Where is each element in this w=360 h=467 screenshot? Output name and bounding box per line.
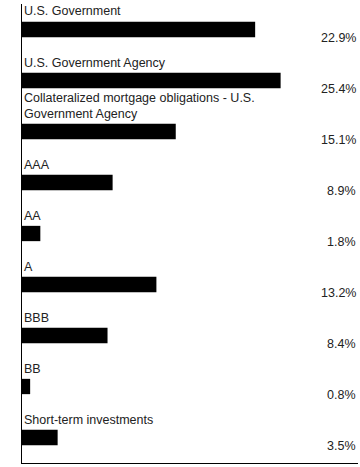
- svg-text:AA: AA: [24, 209, 41, 223]
- svg-text:BB: BB: [24, 362, 41, 376]
- svg-text:Collateralized mortgage obliga: Collateralized mortgage obligations - U.…: [24, 91, 255, 121]
- svg-text:8.9%: 8.9%: [327, 184, 356, 198]
- svg-text:Short-term investments: Short-term investments: [24, 413, 153, 427]
- svg-text:13.2%: 13.2%: [321, 286, 356, 300]
- svg-text:1.8%: 1.8%: [327, 235, 356, 249]
- svg-text:25.4%: 25.4%: [321, 82, 356, 96]
- svg-text:AAA: AAA: [24, 158, 50, 172]
- svg-text:8.4%: 8.4%: [327, 337, 356, 351]
- svg-text:3.5%: 3.5%: [327, 439, 356, 453]
- svg-text:0.8%: 0.8%: [327, 388, 356, 402]
- svg-text:BBB: BBB: [24, 311, 49, 325]
- svg-text:U.S. Government: U.S. Government: [24, 4, 121, 18]
- svg-text:15.1%: 15.1%: [321, 133, 356, 147]
- svg-text:A: A: [24, 260, 33, 274]
- svg-text:22.9%: 22.9%: [321, 31, 356, 45]
- svg-text:U.S. Government Agency: U.S. Government Agency: [24, 56, 166, 70]
